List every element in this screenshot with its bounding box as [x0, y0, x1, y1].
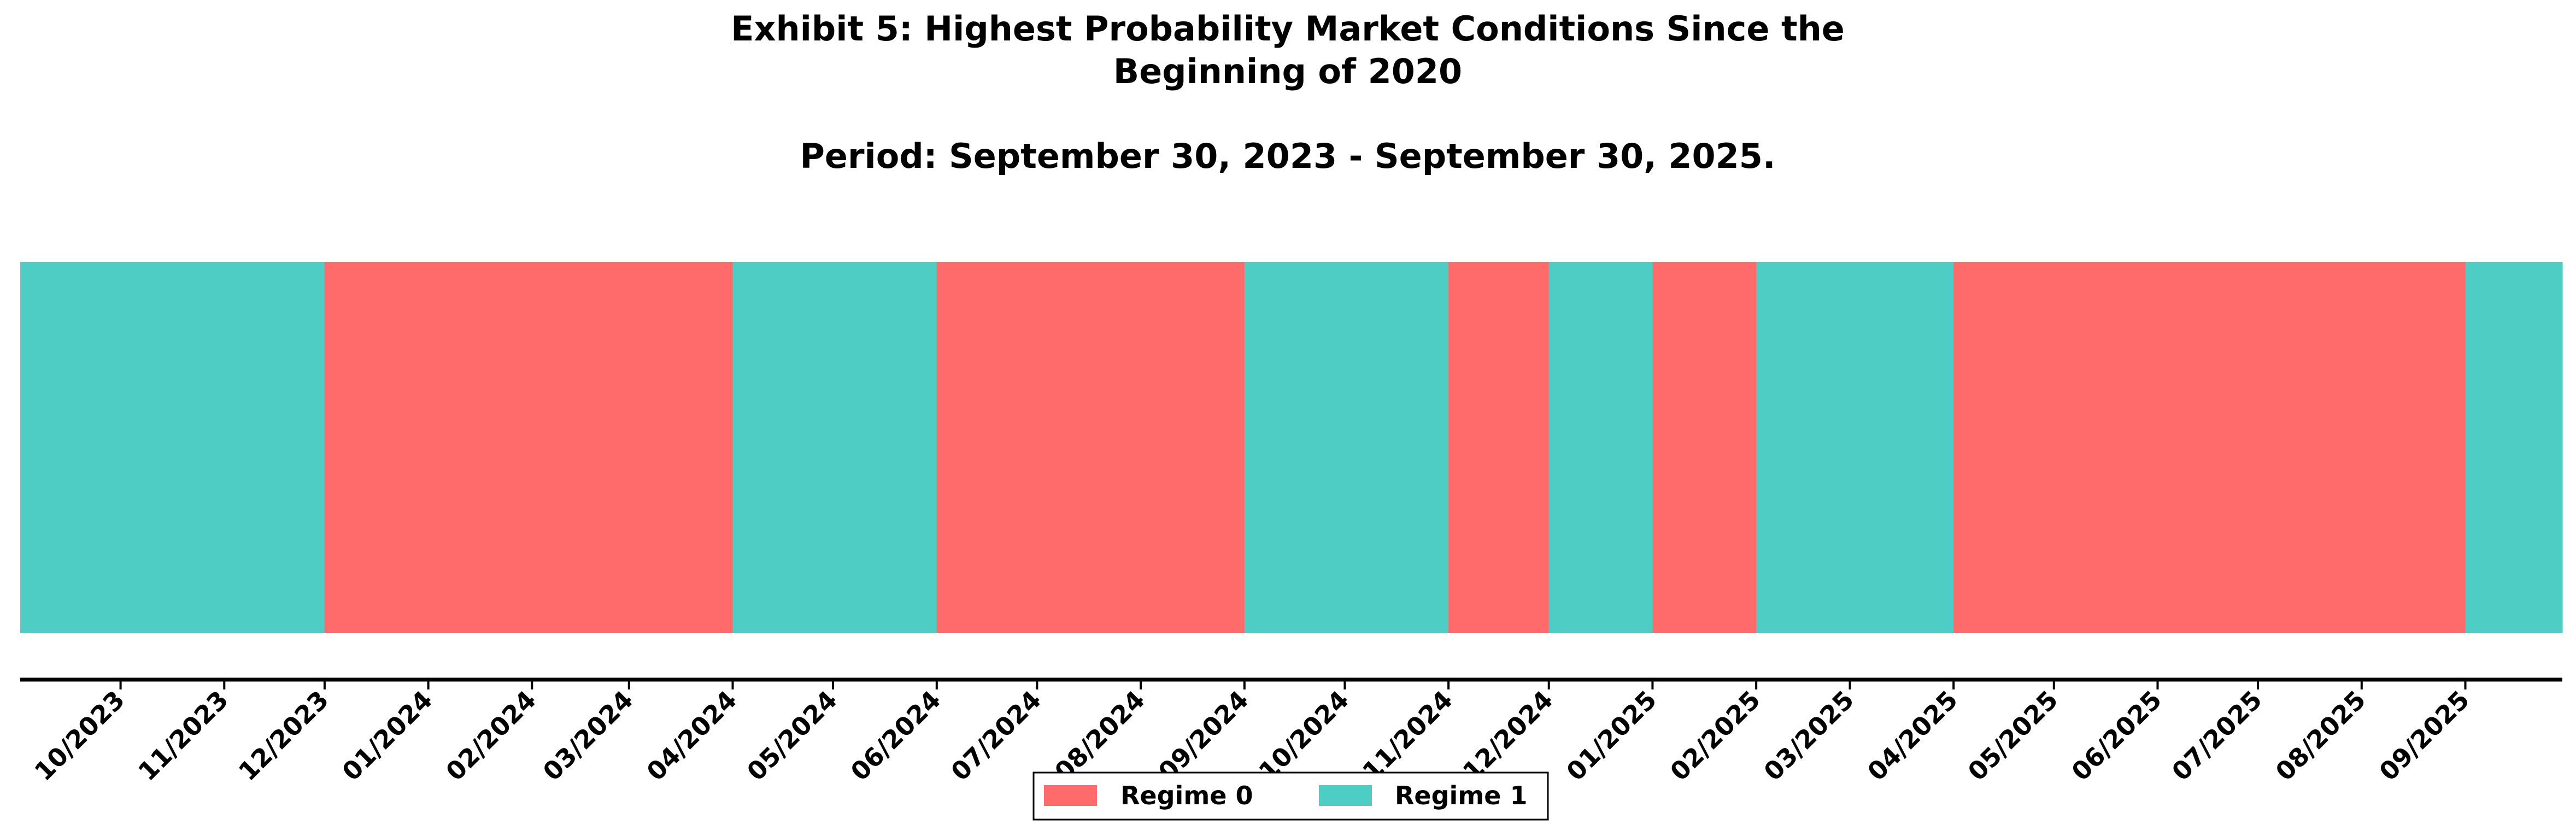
chart-title-line-1: Exhibit 5: Highest Probability Market Co…: [731, 9, 1845, 49]
x-tick-label-19: 05/2025: [1962, 685, 2064, 787]
x-tick-label-0: 10/2023: [29, 685, 131, 787]
regime-band-5: [1448, 262, 1550, 633]
x-tick-label-14: 12/2024: [1457, 685, 1559, 787]
legend-frame: [1032, 771, 1549, 821]
x-tick-label-5: 03/2024: [537, 685, 639, 787]
x-tick-label-1: 11/2023: [132, 685, 234, 787]
x-tick-label-6: 04/2024: [641, 685, 742, 787]
legend: Regime 0 Regime 1: [1032, 771, 1549, 821]
x-tick-label-20: 06/2025: [2066, 685, 2167, 787]
regime-bands: [20, 262, 2563, 633]
regime-band-6: [1548, 262, 1653, 633]
regime-band-4: [1244, 262, 1449, 633]
x-tick-label-9: 07/2024: [945, 685, 1047, 787]
x-tick-label-10: 08/2024: [1049, 685, 1151, 787]
x-tick-label-7: 05/2024: [741, 685, 843, 787]
x-tick-label-22: 08/2025: [2270, 685, 2372, 787]
legend-swatch-regime-1: [1319, 785, 1372, 806]
regime-band-0: [20, 262, 325, 633]
chart-title-line-2: Beginning of 2020: [1113, 51, 1462, 91]
regime-band-8: [1756, 262, 1954, 633]
x-tick-label-13: 11/2024: [1357, 685, 1458, 787]
x-tick-label-21: 07/2025: [2166, 685, 2268, 787]
x-tick-label-8: 06/2024: [845, 685, 947, 787]
x-tick-label-16: 02/2025: [1664, 685, 1766, 787]
legend-label-regime-0: Regime 0: [1120, 781, 1253, 810]
regime-band-2: [732, 262, 937, 633]
x-tick-label-18: 04/2025: [1862, 685, 1963, 787]
x-tick-label-15: 01/2025: [1560, 685, 1662, 787]
x-tick-label-3: 01/2024: [337, 685, 438, 787]
x-tick-label-11: 09/2024: [1153, 685, 1254, 787]
x-tick-label-23: 09/2025: [2373, 685, 2475, 787]
regime-band-7: [1652, 262, 1757, 633]
regime-band-1: [324, 262, 734, 633]
x-tick-label-12: 10/2024: [1253, 685, 1354, 787]
legend-swatch-regime-0: [1044, 785, 1097, 806]
x-tick-label-4: 02/2024: [440, 685, 542, 787]
x-tick-label-2: 12/2023: [233, 685, 335, 787]
regime-band-9: [1953, 262, 2466, 633]
regime-band-10: [2465, 262, 2563, 633]
regime-band-3: [936, 262, 1245, 633]
chart-subtitle: Period: September 30, 2023 - September 3…: [800, 136, 1775, 176]
x-tick-label-17: 03/2025: [1758, 685, 1859, 787]
legend-label-regime-1: Regime 1: [1395, 781, 1527, 810]
